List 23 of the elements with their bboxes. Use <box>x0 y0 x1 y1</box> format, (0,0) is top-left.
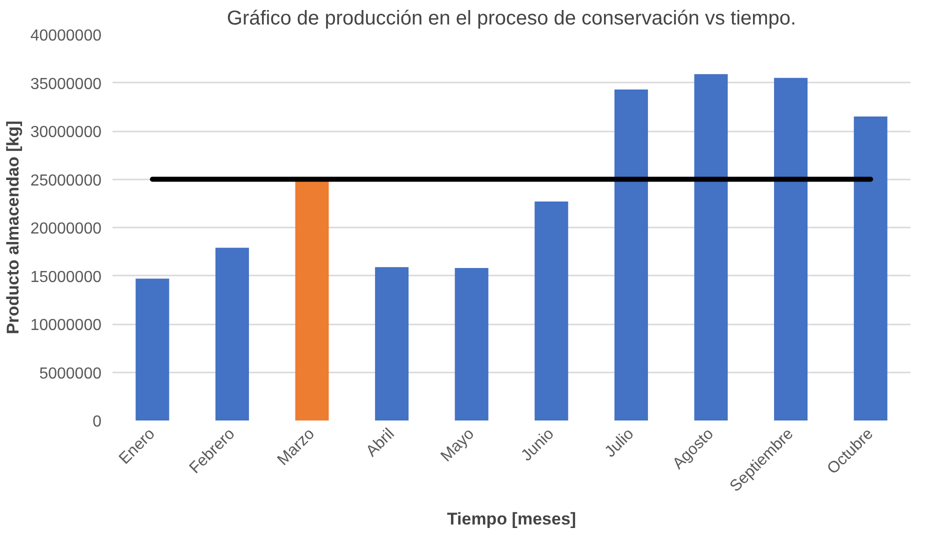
bar <box>774 78 808 420</box>
bar <box>694 74 728 420</box>
y-tick-label: 25000000 <box>30 172 102 190</box>
y-tick-label: 15000000 <box>30 268 102 286</box>
bar <box>136 278 170 420</box>
x-tick-label: Julio <box>602 425 638 461</box>
y-tick-label: 5000000 <box>39 365 102 382</box>
chart-title: Gráfico de producción en el proceso de conservación vs tiempo. <box>226 8 796 30</box>
bar <box>215 248 249 420</box>
y-tick-label: 20000000 <box>30 220 102 238</box>
bar <box>454 268 488 420</box>
bar <box>295 181 329 420</box>
y-axis-title: Producto almacendao [kg] <box>3 120 22 334</box>
y-tick-label: 30000000 <box>30 124 102 141</box>
y-tick-label: 10000000 <box>30 317 102 334</box>
y-tick-label: 35000000 <box>30 76 102 93</box>
x-axis-title: Tiempo [meses] <box>446 509 576 528</box>
bar <box>375 267 409 420</box>
bar <box>534 201 568 420</box>
bar <box>854 116 888 420</box>
y-tick-label: 0 <box>92 414 102 430</box>
bar <box>614 90 648 420</box>
y-tick-label: 40000000 <box>30 28 102 44</box>
